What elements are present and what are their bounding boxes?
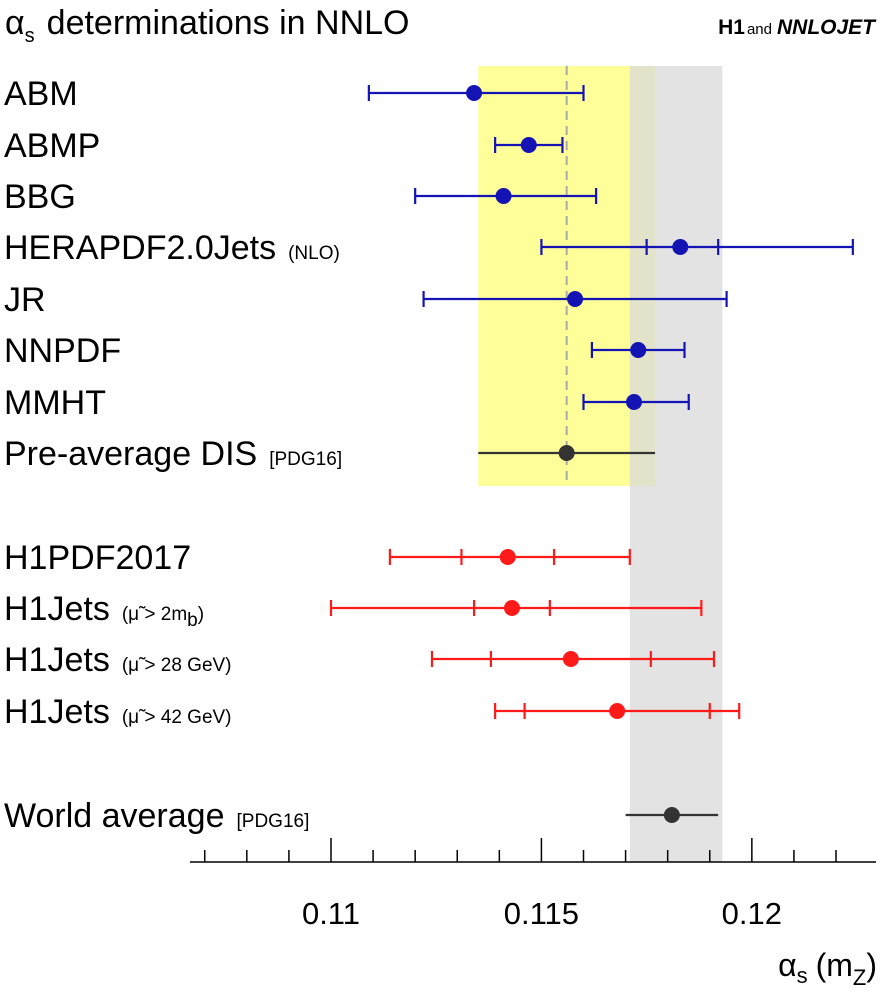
title-symbol-sub: s [25, 25, 35, 47]
x-axis: 0.11 0.115 0.12 [190, 838, 876, 931]
tick-label: 0.115 [504, 896, 579, 931]
logo-h1: H1 [718, 16, 745, 39]
point-marker [499, 549, 516, 565]
point-marker [672, 239, 689, 255]
logo: H1 and NNLOJET [718, 16, 877, 39]
data-point-9 [329, 600, 703, 616]
row-label-4: JR [4, 281, 46, 319]
data-point-0 [367, 85, 585, 101]
tick-label: 0.11 [302, 896, 360, 931]
row-label-5: NNPDF [4, 332, 121, 370]
tick-label: 0.12 [722, 896, 782, 931]
row-note: (μ̃ > 28 GeV) [122, 655, 232, 676]
chart-title: αs determinations in NNLO [5, 4, 409, 47]
row-labels-layer: ABM ABMP BBG HERAPDF2.0Jets (NLO) JR NNPDF MMHT… [4, 75, 342, 835]
points-layer [329, 85, 854, 823]
data-point-7 [478, 445, 656, 461]
row-name: Pre-average DIS [4, 435, 257, 473]
data-point-3 [540, 239, 854, 255]
logo-and: and [747, 21, 772, 38]
data-point-12 [625, 807, 719, 823]
point-marker [562, 651, 579, 667]
row-name: H1Jets [4, 641, 110, 679]
row-label-2: BBG [4, 178, 76, 216]
data-point-10 [430, 651, 716, 667]
row-note: [PDG16] [237, 811, 310, 832]
row-name: HERAPDF2.0Jets [4, 229, 276, 267]
x-axis-symbol: α [778, 947, 797, 983]
point-marker [663, 807, 680, 823]
row-name: ABMP [4, 127, 100, 165]
point-marker [558, 445, 575, 461]
row-note: [PDG16] [269, 449, 342, 470]
data-point-5 [590, 342, 686, 358]
row-label-6: MMHT [4, 384, 106, 422]
row-label-8: H1PDF2017 [4, 539, 191, 577]
point-marker [567, 291, 584, 307]
row-note: (NLO) [288, 243, 340, 264]
row-name: NNPDF [4, 332, 121, 370]
row-note: (μ̃ > 2m [122, 604, 187, 625]
data-point-11 [494, 703, 741, 719]
row-note: (μ̃ > 42 GeV) [122, 707, 232, 728]
data-point-6 [582, 394, 690, 410]
point-marker [630, 342, 647, 358]
data-point-8 [388, 549, 631, 565]
row-name: H1Jets [4, 693, 110, 731]
row-label-10: H1Jets (μ̃ > 28 GeV) [4, 641, 232, 679]
row-name: BBG [4, 178, 76, 216]
x-axis-paren-sub: Z [853, 965, 866, 990]
title-symbol: α [5, 4, 25, 42]
row-label-9: H1Jets (μ̃ > 2mb) [4, 590, 204, 631]
row-name: MMHT [4, 384, 106, 422]
row-name: JR [4, 281, 46, 319]
row-label-11: H1Jets (μ̃ > 42 GeV) [4, 693, 232, 731]
title-text: determinations in NNLO [47, 4, 410, 42]
x-axis-title: αs (mZ) [778, 947, 877, 990]
logo-nnlojet: NNLOJET [777, 16, 877, 39]
data-point-4 [422, 291, 728, 307]
row-name: World average [4, 797, 225, 835]
point-marker [520, 137, 537, 153]
row-name: H1PDF2017 [4, 539, 191, 577]
row-name: H1Jets [4, 590, 110, 628]
x-axis-paren-close: ) [866, 947, 877, 983]
row-label-7: Pre-average DIS [PDG16] [4, 435, 342, 473]
row-note-close: ) [198, 604, 204, 625]
row-name: ABM [4, 75, 78, 113]
point-marker [626, 394, 643, 410]
grey-band [629, 66, 723, 862]
point-marker [609, 703, 626, 719]
x-axis-symbol-sub: s [797, 963, 808, 988]
row-label-12: World average [PDG16] [4, 797, 309, 835]
data-point-1 [494, 137, 564, 153]
point-marker [503, 600, 520, 616]
data-point-2 [414, 188, 598, 204]
row-label-3: HERAPDF2.0Jets (NLO) [4, 229, 340, 267]
point-marker [495, 188, 512, 204]
row-label-0: ABM [4, 75, 78, 113]
point-marker [466, 85, 483, 101]
row-label-1: ABMP [4, 127, 100, 165]
row-note-sub: b [187, 610, 198, 631]
bands-layer [478, 66, 723, 862]
x-axis-paren-open: (m [816, 947, 853, 983]
